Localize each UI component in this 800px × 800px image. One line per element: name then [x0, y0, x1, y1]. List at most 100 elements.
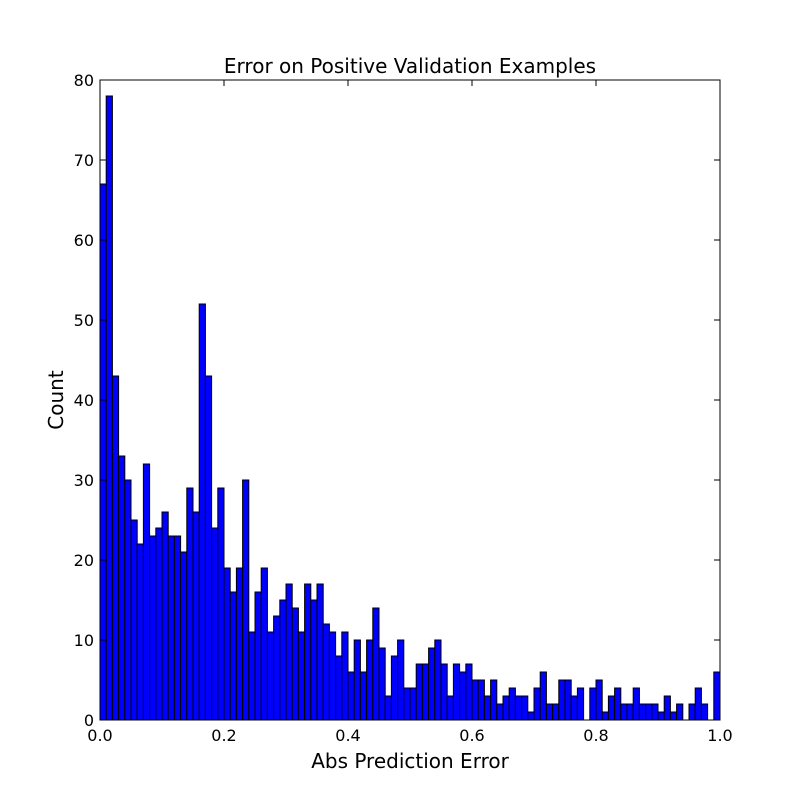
histogram-bar — [589, 687, 597, 721]
histogram-bar — [149, 535, 157, 721]
histogram-bar — [434, 639, 442, 721]
x-tick-label: 1.0 — [707, 726, 732, 745]
y-tick-label: 40 — [74, 391, 94, 410]
histogram-bar — [372, 607, 380, 721]
histogram-bar — [291, 607, 299, 721]
histogram-bar — [626, 703, 634, 721]
histogram-bar — [260, 567, 268, 721]
histogram-bar — [359, 671, 368, 721]
histogram-bar — [304, 583, 312, 721]
histogram-bar — [645, 703, 653, 721]
histogram-bar — [440, 663, 448, 721]
y-tick-label: 50 — [74, 311, 94, 330]
x-tick-label: 0.8 — [583, 726, 608, 745]
histogram-bar — [700, 703, 709, 721]
x-tick-label: 0.2 — [211, 726, 236, 745]
histogram-bar — [242, 479, 250, 721]
histogram-bar — [521, 695, 529, 721]
y-axis-label: Count — [44, 370, 68, 430]
histogram-bar — [601, 711, 609, 721]
histogram-bar — [676, 703, 684, 721]
histogram-bar — [421, 663, 430, 721]
histogram-bar — [514, 695, 523, 721]
histogram-bar — [328, 631, 337, 721]
y-tick-label: 20 — [74, 551, 94, 570]
histogram-bar — [415, 663, 423, 721]
histogram-bar — [638, 703, 647, 721]
x-axis-ticks: 0.0 0.2 0.4 0.6 0.8 1.0 — [87, 80, 733, 745]
histogram-bar — [316, 583, 324, 721]
histogram-bar — [105, 95, 113, 721]
histogram-bar — [223, 567, 231, 721]
y-tick-label: 10 — [74, 631, 94, 650]
histogram-bar — [465, 663, 473, 721]
histogram-bar — [713, 671, 721, 721]
histogram-bar — [341, 631, 349, 721]
histogram-bar — [198, 303, 206, 721]
histogram-bar — [527, 711, 535, 721]
histogram-bar — [552, 703, 560, 721]
histogram-bar — [614, 687, 622, 721]
histogram-bar — [186, 487, 194, 721]
histogram-bar — [390, 655, 399, 721]
histogram-bar — [235, 567, 244, 721]
y-tick-label: 70 — [74, 151, 94, 170]
histogram-bar — [273, 615, 281, 721]
histogram-bar — [353, 639, 361, 721]
histogram-bar — [545, 703, 554, 721]
x-tick-label: 0.4 — [335, 726, 360, 745]
x-tick-label: 0.0 — [87, 726, 112, 745]
histogram-bar — [570, 695, 578, 721]
histogram-bar — [496, 703, 504, 721]
histogram-bar — [477, 679, 485, 721]
x-axis-label: Abs Prediction Error — [311, 749, 509, 773]
histogram-bar — [651, 703, 659, 721]
histogram-bar — [595, 679, 603, 721]
histogram-bar — [397, 639, 405, 721]
histogram-bar — [657, 711, 665, 721]
histogram-bar — [192, 511, 200, 721]
histogram-bar — [161, 511, 169, 721]
histogram-bar — [310, 599, 318, 721]
histogram-bar — [118, 455, 126, 721]
histogram-bar — [130, 519, 138, 721]
histogram-bar — [322, 623, 330, 721]
histogram-bar — [620, 703, 628, 721]
histogram-bar — [428, 647, 436, 721]
y-tick-label: 0 — [84, 711, 94, 730]
y-tick-label: 80 — [74, 71, 94, 90]
histogram-bar — [607, 695, 616, 721]
histogram-bar — [576, 687, 585, 721]
histogram-bar — [279, 599, 287, 721]
histogram-bar — [155, 527, 163, 721]
histogram-bar — [167, 535, 175, 721]
histogram-bar — [446, 695, 454, 721]
x-tick-label: 0.6 — [459, 726, 484, 745]
histogram-bar — [180, 551, 188, 721]
histogram-bar — [490, 679, 498, 721]
histogram-bar — [663, 695, 671, 721]
y-axis-ticks: 0 10 20 30 40 50 60 70 80 — [74, 71, 720, 730]
histogram-bar — [142, 463, 151, 721]
y-tick-label: 30 — [74, 471, 94, 490]
histogram-bar — [694, 687, 702, 721]
histogram-bar — [173, 535, 182, 721]
histogram-bar — [459, 671, 467, 721]
histogram-bar — [564, 679, 572, 721]
histogram-bar — [248, 631, 256, 721]
histogram-bar — [266, 631, 275, 721]
histogram-bar — [204, 375, 213, 721]
histogram-bar — [384, 695, 392, 721]
histogram-bar — [124, 479, 132, 721]
histogram-bar — [471, 679, 479, 721]
histogram-bar — [217, 487, 225, 721]
histogram-bar — [632, 687, 640, 721]
histogram-bar — [452, 663, 461, 721]
histogram-bar — [403, 687, 411, 721]
histogram-bar — [285, 583, 293, 721]
histogram-bar — [558, 679, 566, 721]
histogram-bar — [533, 687, 541, 721]
histogram-bar — [669, 711, 678, 721]
y-tick-label: 60 — [74, 231, 94, 250]
